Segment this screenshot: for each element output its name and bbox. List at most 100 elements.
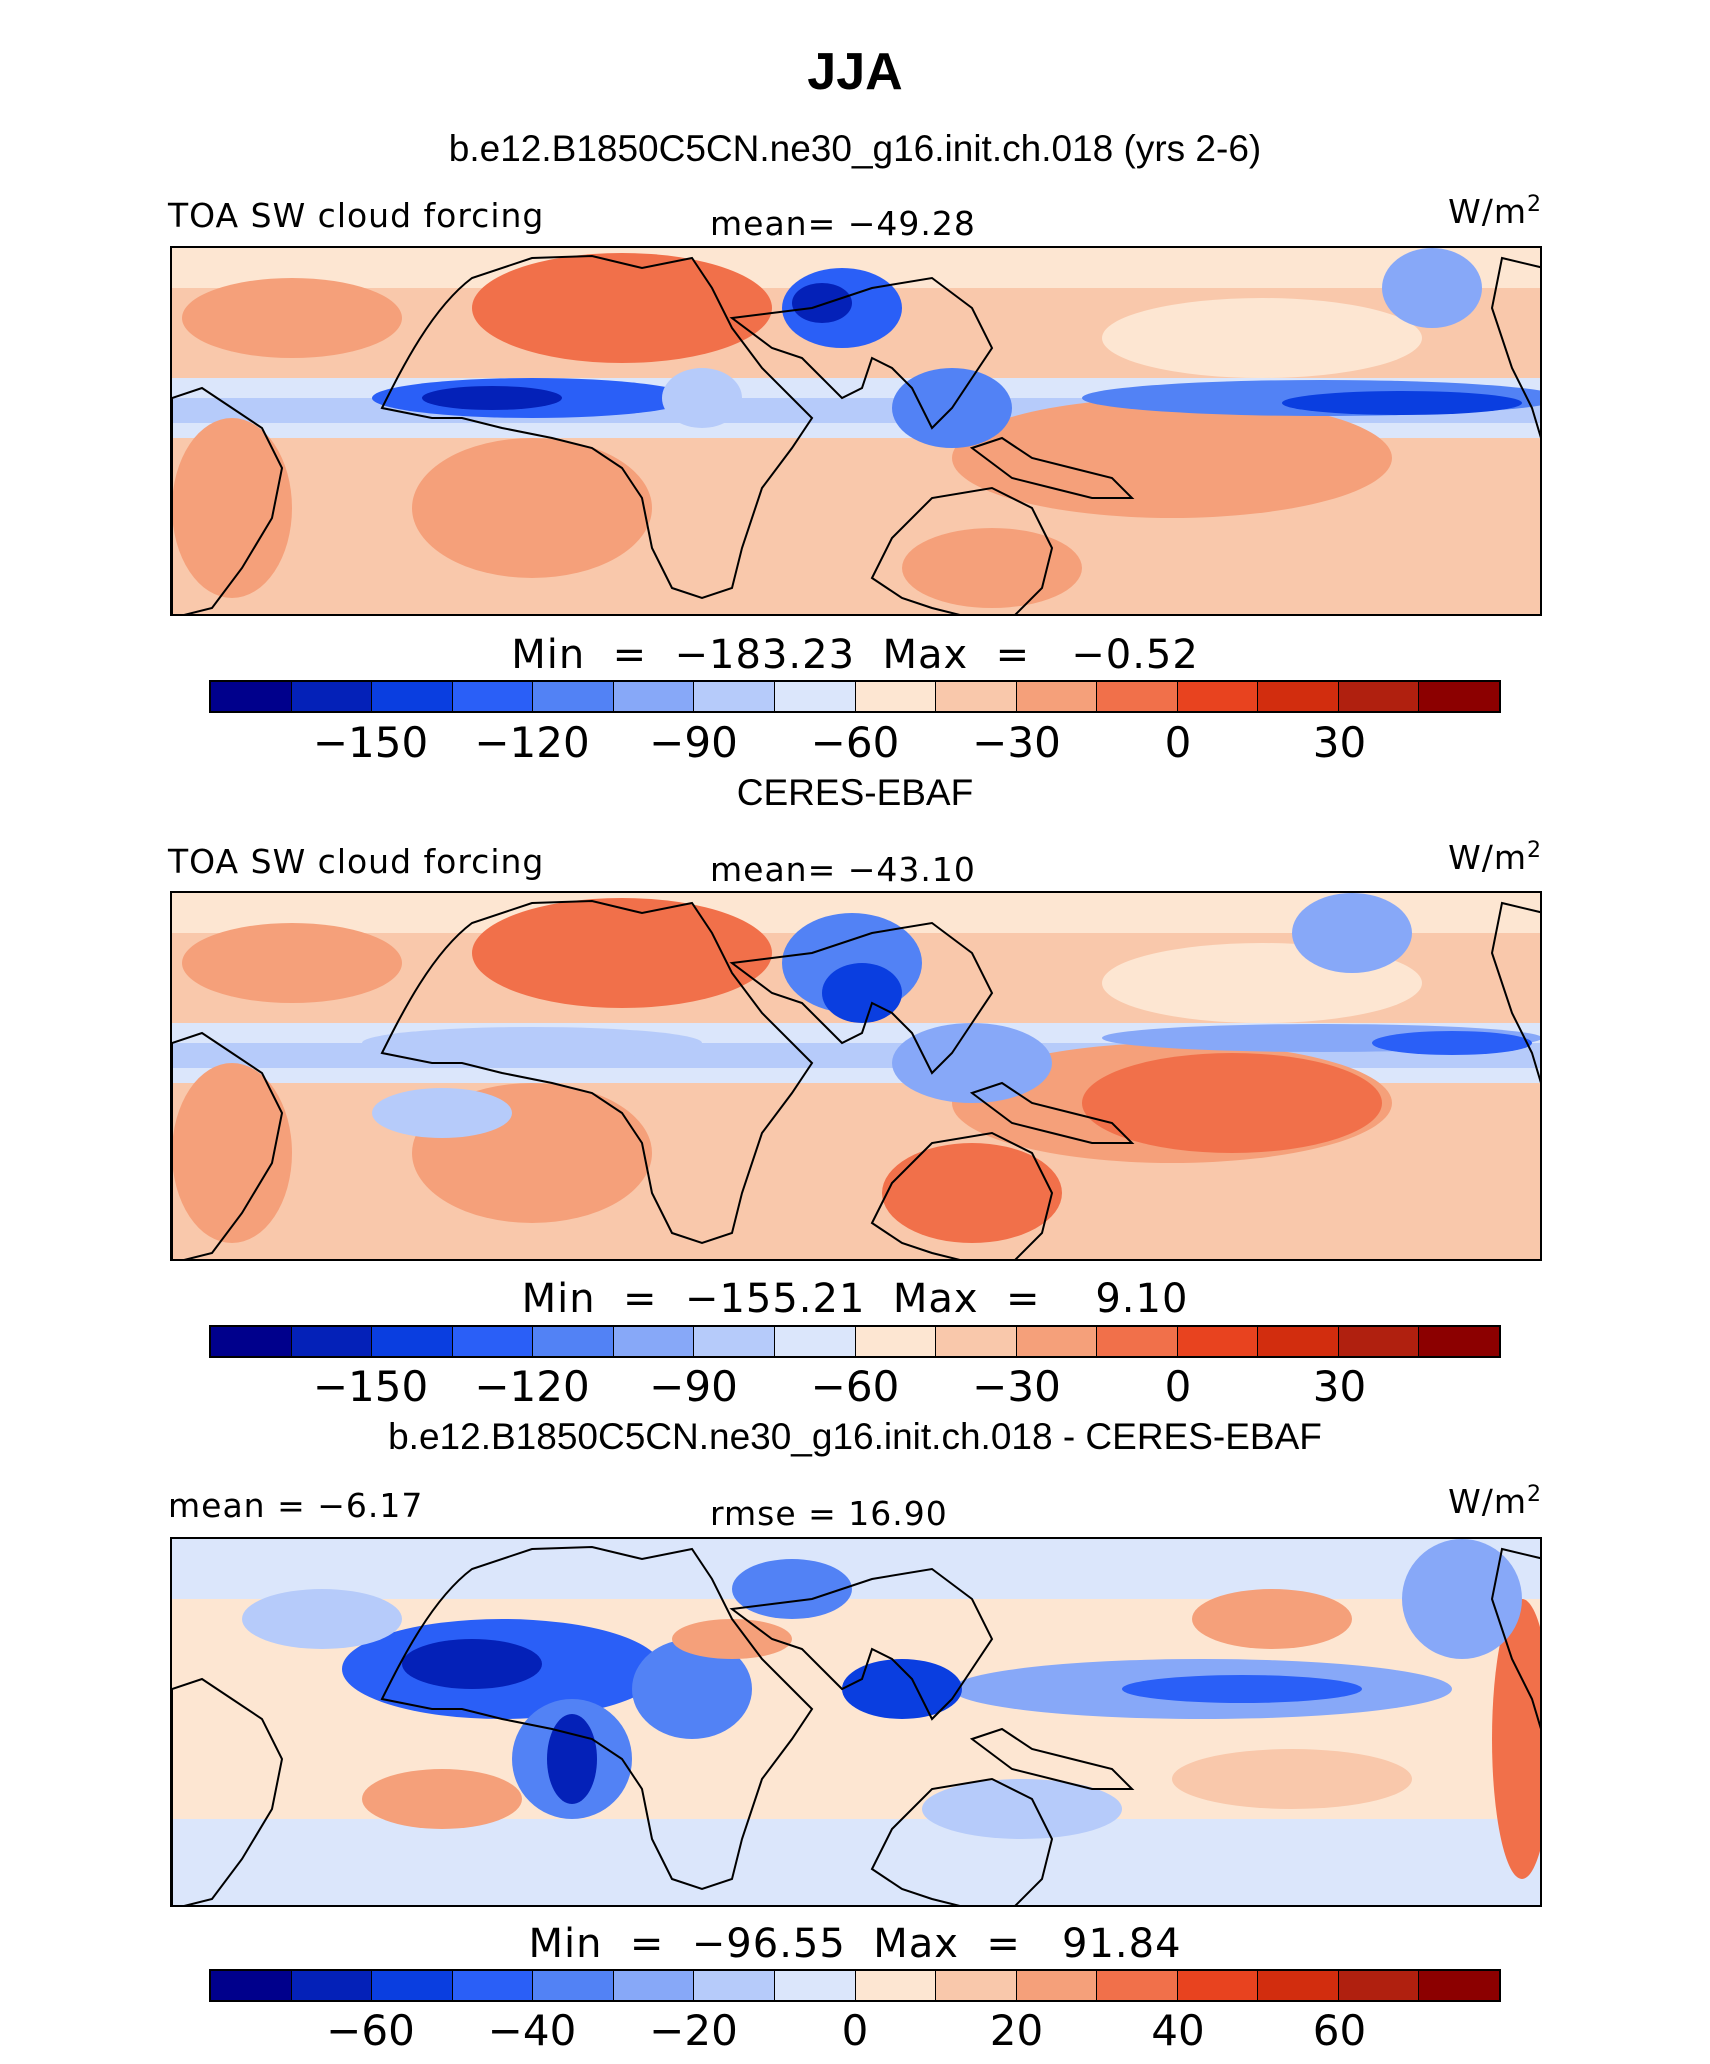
panel-center-label: mean= −43.10 [710,850,976,889]
colorbar-swatch [1097,1327,1178,1356]
units-text: W/m [1448,838,1527,877]
colorbar-swatch [1338,1971,1420,2000]
colorbar-tick-label: −30 [972,718,1061,767]
colorbar-tick-label: 0 [1164,718,1192,767]
colorbar-tick-label: −20 [649,2006,738,2055]
panel-left-label: TOA SW cloud forcing [168,842,545,881]
colorbar-swatch [855,1327,937,1356]
panel-left-label: mean = −6.17 [168,1486,424,1525]
colorbar-swatch [372,1327,453,1356]
colorbar-tick-label: −150 [312,718,429,767]
colorbar-swatch [936,1327,1017,1356]
colorbar-swatch [1177,1327,1259,1356]
colorbar-swatch [1016,1971,1098,2000]
colorbar-swatch [1258,1327,1339,1356]
colorbar-tick-label: −30 [972,1362,1061,1411]
coastlines [172,1545,1540,1905]
units-label: W/m2 [1448,1482,1542,1521]
colorbar-tick-label: 60 [1312,2006,1367,2055]
colorbar-swatch [533,1327,614,1356]
coastlines [172,254,1540,614]
colorbar-swatch [694,1327,775,1356]
units-superscript: 2 [1527,838,1542,863]
colorbar-swatch [291,1971,373,2000]
colorbar-swatch [1097,682,1178,711]
colorbar-swatch [452,1971,534,2000]
colorbar-swatch [1097,1971,1178,2000]
coastline-path [969,1727,1135,1790]
coastline-path [380,254,814,600]
colorbar-swatch [855,1971,937,2000]
colorbar-swatch [211,1971,292,2000]
colorbar-swatch [1338,682,1420,711]
colorbar-swatch [1419,682,1499,711]
units-label: W/m2 [1448,192,1542,231]
colorbar-tick-label: 30 [1312,1362,1367,1411]
coastline-path [172,1677,284,1905]
units-text: W/m [1448,192,1527,231]
colorbar-swatch [1016,1327,1098,1356]
colorbar [209,1969,1501,2002]
coastline-path [870,1777,1054,1905]
min-max-label: Min = −96.55 Max = 91.84 [528,1921,1182,1967]
colorbar-swatch [774,1327,856,1356]
coastline-path [1490,1547,1540,1730]
colorbar-tick-label: −60 [810,1362,900,1411]
coastline-path [969,1081,1135,1144]
coastline-path [870,1131,1054,1259]
colorbar-swatch [1258,1971,1339,2000]
units-superscript: 2 [1527,192,1542,217]
figure-title: JJA [807,43,903,101]
colorbar-swatch [694,682,775,711]
units-label: W/m2 [1448,838,1542,877]
colorbar-swatch [291,1327,373,1356]
coastline-path [1490,256,1540,439]
coastline-path [729,921,994,1075]
min-max-label: Min = −155.21 Max = 9.10 [521,1276,1189,1322]
map-frame [170,246,1542,616]
colorbar-tick-label: −120 [474,1362,590,1411]
map-frame [170,891,1542,1261]
coastline-path [380,899,814,1245]
colorbar-tick-label: 0 [841,2006,869,2055]
units-text: W/m [1448,1482,1527,1521]
colorbar-swatch [372,1971,453,2000]
colorbar-swatch [936,682,1017,711]
colorbar-swatch [774,1971,856,2000]
coastline-path [870,486,1054,614]
colorbar-swatch [1419,1327,1499,1356]
colorbar-swatch [936,1971,1017,2000]
colorbar-swatch [613,682,695,711]
colorbar-swatch [452,1327,534,1356]
colorbar-swatch [211,682,292,711]
colorbar [209,1325,1501,1358]
min-max-label: Min = −183.23 Max = −0.52 [511,632,1199,678]
coastline-path [172,1031,284,1259]
colorbar-tick-label: −40 [487,2006,577,2055]
colorbar-swatch [452,682,534,711]
panel-subtitle: b.e12.B1850C5CN.ne30_g16.init.ch.018 (yr… [448,128,1262,169]
colorbar-swatch [1177,682,1259,711]
colorbar-swatch [855,682,937,711]
coastline-path [172,386,284,614]
units-superscript: 2 [1527,1482,1542,1507]
panel-subtitle: b.e12.B1850C5CN.ne30_g16.init.ch.018 - C… [388,1416,1322,1457]
colorbar-tick-label: −150 [312,1362,429,1411]
colorbar-swatch [533,682,614,711]
panel-subtitle: CERES-EBAF [736,772,974,813]
colorbar-tick-label: −90 [649,718,738,767]
colorbar-swatch [533,1971,614,2000]
colorbar-tick-label: −120 [474,718,590,767]
colorbar-swatch [1177,1971,1259,2000]
colorbar-swatch [1338,1327,1420,1356]
coastline-path [729,1567,994,1721]
colorbar-swatch [613,1971,695,2000]
colorbar-tick-label: 20 [989,2006,1044,2055]
map-frame [170,1537,1542,1907]
coastline-path [380,1545,814,1891]
colorbar [209,680,1501,713]
colorbar-swatch [613,1327,695,1356]
colorbar-swatch [774,682,856,711]
colorbar-tick-label: −90 [649,1362,738,1411]
colorbar-swatch [1419,1971,1499,2000]
